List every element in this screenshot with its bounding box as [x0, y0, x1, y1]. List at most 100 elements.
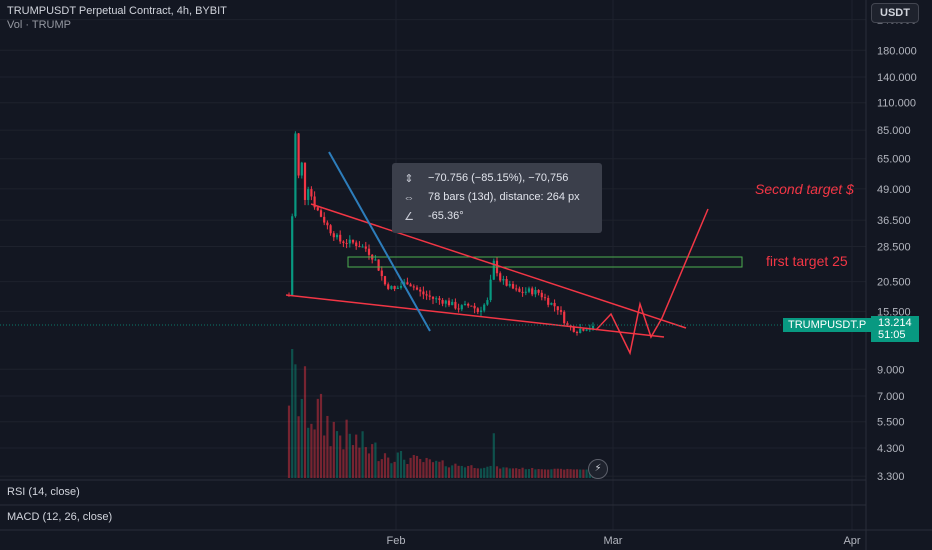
candle-body	[502, 279, 505, 281]
angle-icon: ∠	[404, 211, 414, 223]
volume-bar	[403, 459, 406, 478]
volume-bar	[323, 435, 326, 478]
time-tick-label: Mar	[604, 535, 623, 547]
volume-bar	[479, 468, 483, 478]
price-range-icon: ⇕	[404, 173, 414, 185]
volume-bar	[345, 419, 348, 478]
volume-bar	[339, 435, 342, 478]
candle-body	[380, 270, 383, 277]
candle-body	[351, 239, 355, 243]
candle-body	[575, 331, 579, 334]
volume-bar	[572, 469, 575, 478]
candle-body	[377, 259, 380, 271]
volume-bar	[550, 469, 553, 478]
trendline-upper[interactable]	[310, 203, 687, 329]
volume-bar	[511, 468, 515, 478]
volume-bar	[575, 469, 579, 478]
candles	[287, 131, 595, 336]
volume-bar	[316, 398, 319, 478]
volume-bar	[463, 467, 467, 478]
volume-bar	[412, 455, 415, 478]
volume-bar	[534, 469, 537, 478]
candle-body	[300, 162, 303, 176]
volume-bar	[499, 468, 502, 478]
candle-body	[515, 288, 518, 290]
volume-bar	[467, 465, 470, 478]
price-tick-label: 28.500	[877, 242, 911, 254]
volume-bar	[313, 429, 316, 478]
candle-body	[339, 234, 342, 242]
candle-body	[393, 286, 396, 289]
volume-bar	[553, 468, 556, 478]
candle-body	[412, 286, 415, 288]
trendline-lower[interactable]	[285, 294, 665, 338]
candle-body	[348, 239, 351, 244]
volume-bar	[335, 431, 339, 478]
measure-bars: 78 bars (13d), distance: 264 px	[428, 191, 580, 203]
time-tick-label: Feb	[387, 535, 406, 547]
currency-button[interactable]: USDT	[871, 3, 919, 23]
volume-bar	[486, 466, 489, 478]
candle-body	[303, 162, 307, 200]
grid-vertical	[395, 0, 853, 530]
candle-body	[470, 305, 473, 307]
price-tick-label: 36.500	[877, 215, 911, 227]
candle-body	[585, 329, 588, 331]
candle-body	[540, 292, 543, 298]
measure-change: −70.756 (−85.15%), −70,756	[428, 172, 569, 184]
volume-bar	[342, 449, 345, 478]
volume-bar	[444, 466, 447, 478]
volume-bar	[422, 462, 425, 478]
volume-bar	[505, 467, 508, 478]
symbol-price-badge: TRUMPUSDT.P	[783, 318, 871, 332]
second-target-note[interactable]: Second target $	[755, 181, 854, 197]
candle-body	[543, 297, 547, 299]
candle-body	[335, 234, 339, 238]
candle-body	[422, 291, 425, 295]
price-tick-label: 110.000	[877, 98, 916, 110]
candle-body	[374, 259, 377, 261]
volume-bar	[473, 467, 476, 478]
price-tick-label: 7.000	[877, 391, 905, 403]
volume-bar	[361, 431, 364, 478]
volume-bar	[460, 465, 463, 478]
trendline-blue[interactable]	[328, 151, 431, 332]
price-tick-label: 20.500	[877, 277, 911, 289]
candle-body	[579, 328, 582, 334]
price-axis-labels: 320.000240.000180.000140.000110.00085.00…	[877, 15, 917, 484]
rsi-legend[interactable]: RSI (14, close)	[7, 486, 80, 498]
candle-body	[454, 301, 457, 309]
volume-bar	[428, 459, 431, 478]
volume-bar	[559, 468, 563, 478]
candle-body	[527, 288, 531, 292]
candle-body	[591, 325, 595, 329]
candle-body	[291, 216, 294, 296]
candle-body	[396, 287, 399, 289]
candle-body	[556, 306, 559, 311]
volume-bar	[380, 459, 383, 478]
volume-bar	[527, 469, 531, 478]
candle-body	[297, 133, 300, 176]
first-target-note[interactable]: first target 25	[766, 253, 848, 269]
measure-tooltip: ⇕ −70.756 (−85.15%), −70,756 ⇔ 78 bars (…	[392, 163, 602, 233]
time-tick-label: Apr	[843, 535, 860, 547]
candle-body	[313, 196, 316, 208]
volume-bar	[406, 464, 409, 478]
candle-body	[425, 294, 428, 296]
candle-body	[566, 323, 569, 326]
volume-bar	[387, 457, 390, 478]
candle-body	[319, 210, 323, 217]
macd-legend[interactable]: MACD (12, 26, close)	[7, 511, 113, 523]
candle-body	[409, 284, 412, 287]
target-zone[interactable]	[347, 256, 743, 268]
flash-icon[interactable]: ⚡	[588, 459, 608, 479]
volume-bar	[431, 462, 435, 478]
volume-bar	[393, 461, 396, 478]
candle-body	[323, 216, 326, 223]
volume-bar	[438, 461, 441, 478]
volume-legend: Vol · TRUMP	[7, 19, 71, 31]
projection-path[interactable]	[595, 208, 709, 356]
volume-bar	[524, 469, 527, 478]
volume-bar	[348, 433, 351, 478]
